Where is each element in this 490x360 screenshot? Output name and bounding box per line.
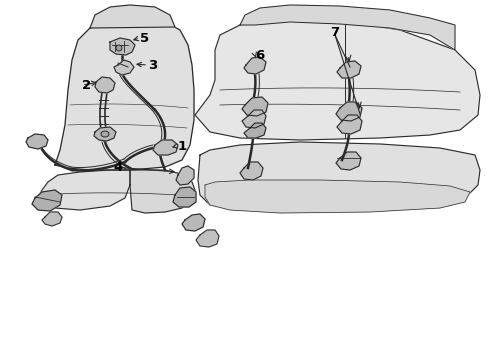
Polygon shape <box>130 170 195 213</box>
Polygon shape <box>244 57 266 74</box>
Polygon shape <box>42 212 62 226</box>
Polygon shape <box>32 190 62 211</box>
Polygon shape <box>198 142 480 212</box>
Polygon shape <box>242 110 266 128</box>
Polygon shape <box>240 162 263 180</box>
Polygon shape <box>240 5 455 50</box>
Text: 5: 5 <box>141 32 149 45</box>
Polygon shape <box>337 115 362 134</box>
Polygon shape <box>337 61 361 78</box>
Polygon shape <box>110 38 135 55</box>
Polygon shape <box>26 134 48 149</box>
Polygon shape <box>336 102 362 121</box>
Polygon shape <box>182 214 205 231</box>
Text: 4: 4 <box>113 161 122 174</box>
Polygon shape <box>90 5 175 28</box>
Polygon shape <box>242 97 268 116</box>
Polygon shape <box>336 152 361 170</box>
Text: 3: 3 <box>148 59 158 72</box>
Polygon shape <box>153 140 178 155</box>
Polygon shape <box>94 127 116 141</box>
Polygon shape <box>176 166 194 185</box>
Polygon shape <box>114 60 134 75</box>
Text: 6: 6 <box>255 49 265 62</box>
Polygon shape <box>173 187 196 207</box>
Polygon shape <box>244 123 266 138</box>
Polygon shape <box>196 230 219 247</box>
Polygon shape <box>95 77 115 93</box>
Text: 7: 7 <box>330 26 340 39</box>
Text: 1: 1 <box>177 140 187 153</box>
Polygon shape <box>195 20 480 140</box>
Text: 2: 2 <box>82 78 92 91</box>
Ellipse shape <box>116 45 122 51</box>
Polygon shape <box>38 170 130 210</box>
Polygon shape <box>205 180 470 213</box>
Ellipse shape <box>101 131 109 137</box>
Polygon shape <box>55 20 194 170</box>
